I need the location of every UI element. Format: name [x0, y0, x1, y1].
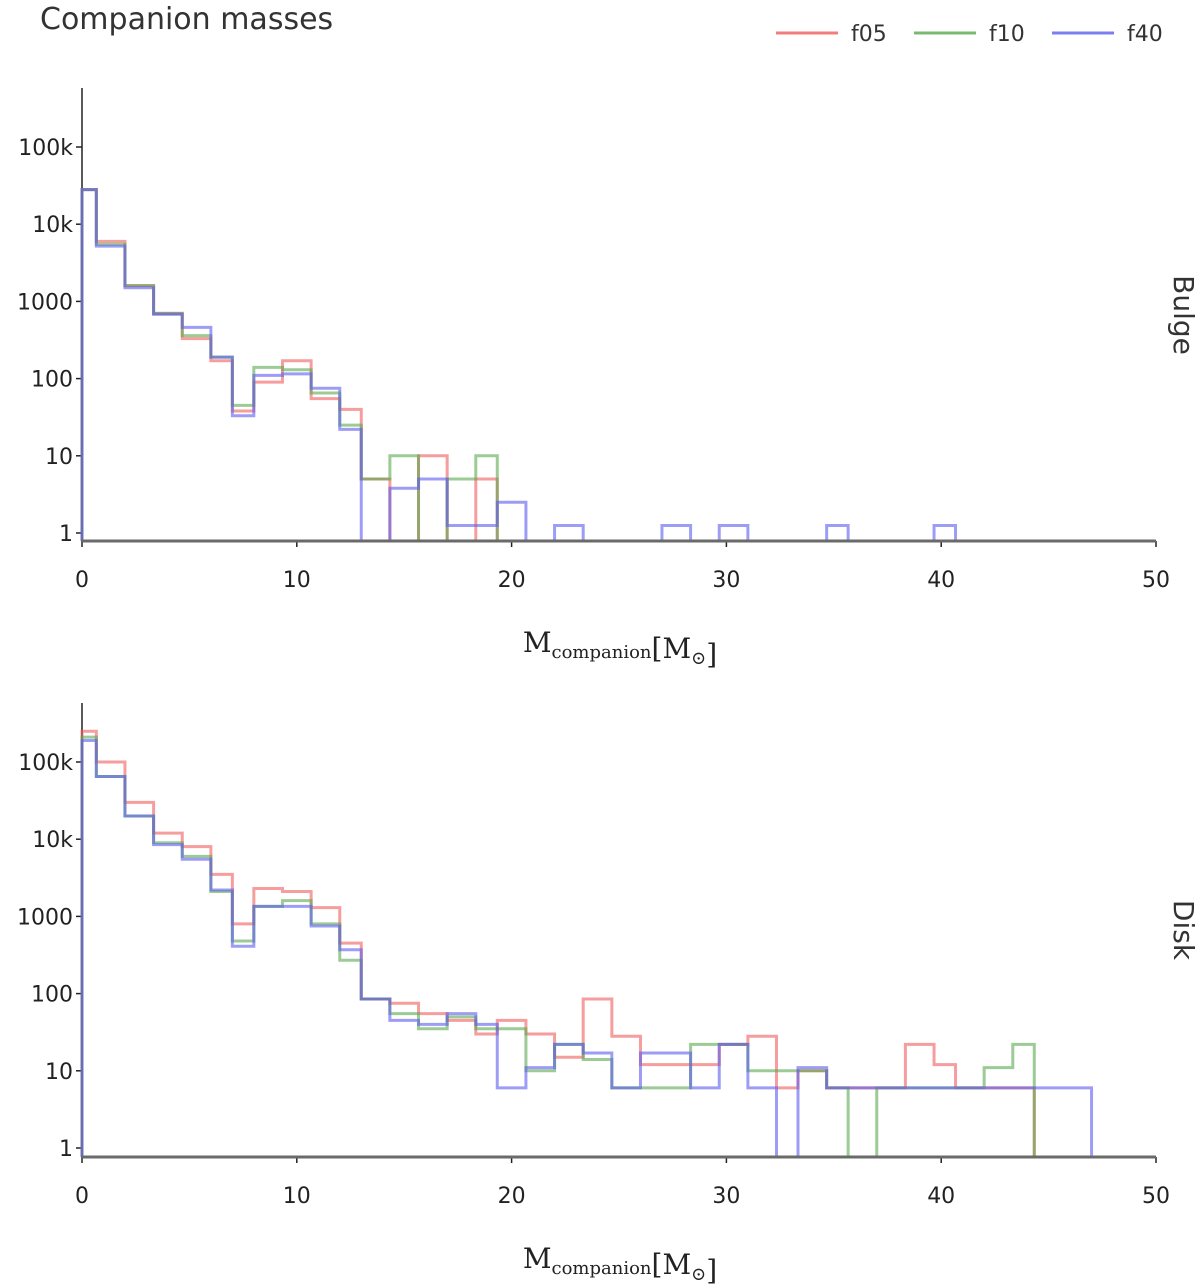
bulge-x-axis-label: Mcompanion[M⊙]	[523, 626, 717, 671]
legend-label-f40[interactable]: f40	[1127, 22, 1163, 47]
legend-label-f10[interactable]: f10	[989, 22, 1025, 47]
disk-x-tick-label: 0	[75, 1184, 89, 1209]
bulge-x-tick-label: 10	[283, 568, 311, 593]
panel-disk: 1 10 100 1000 10k 100k 0 10 20 30 40 50 Mcompanion[M…	[17, 703, 1200, 1286]
bulge-series-f40	[80, 188, 1092, 543]
legend-label-f05[interactable]: f05	[851, 22, 887, 47]
bulge-y-tick-label: 1	[59, 522, 73, 547]
disk-series-f40	[80, 738, 1094, 1159]
panel-bulge: 1 10 100 1000 10k 100k 0 10 20 30 40 50 Mcompanion[M…	[17, 88, 1200, 671]
bulge-y-tick-label: 100k	[18, 136, 73, 161]
bulge-x-tick-label: 30	[712, 568, 740, 593]
bulge-x-tick-label: 0	[75, 568, 89, 593]
disk-x-tick-label: 40	[927, 1184, 955, 1209]
bulge-y-tick-label: 10k	[32, 213, 73, 238]
bulge-y-tick-label: 10	[45, 445, 73, 470]
bulge-y-tick-label: 1000	[17, 290, 73, 315]
bulge-x-tick-label: 20	[498, 568, 526, 593]
disk-y-tick-label: 1000	[17, 905, 73, 930]
disk-y-tick-label: 1	[59, 1137, 73, 1162]
bulge-y-tick-label: 100	[31, 368, 73, 393]
disk-y-tick-label: 100k	[18, 751, 73, 776]
disk-facet-label: Disk	[1167, 900, 1200, 961]
disk-y-tick-label: 10k	[32, 828, 73, 853]
disk-x-tick-label: 20	[498, 1184, 526, 1209]
disk-y-tick-label: 10	[45, 1060, 73, 1085]
disk-x-tick-label: 50	[1142, 1184, 1170, 1209]
chart-title: Companion masses	[40, 2, 334, 37]
bulge-facet-label: Bulge	[1167, 275, 1200, 355]
bulge-x-tick-label: 50	[1142, 568, 1170, 593]
disk-x-tick-label: 10	[283, 1184, 311, 1209]
disk-x-tick-label: 30	[712, 1184, 740, 1209]
bulge-x-tick-label: 40	[927, 568, 955, 593]
legend: f05 f10 f40	[776, 22, 1163, 47]
disk-x-axis-label: Mcompanion[M⊙]	[523, 1242, 717, 1286]
disk-y-tick-label: 100	[31, 983, 73, 1008]
